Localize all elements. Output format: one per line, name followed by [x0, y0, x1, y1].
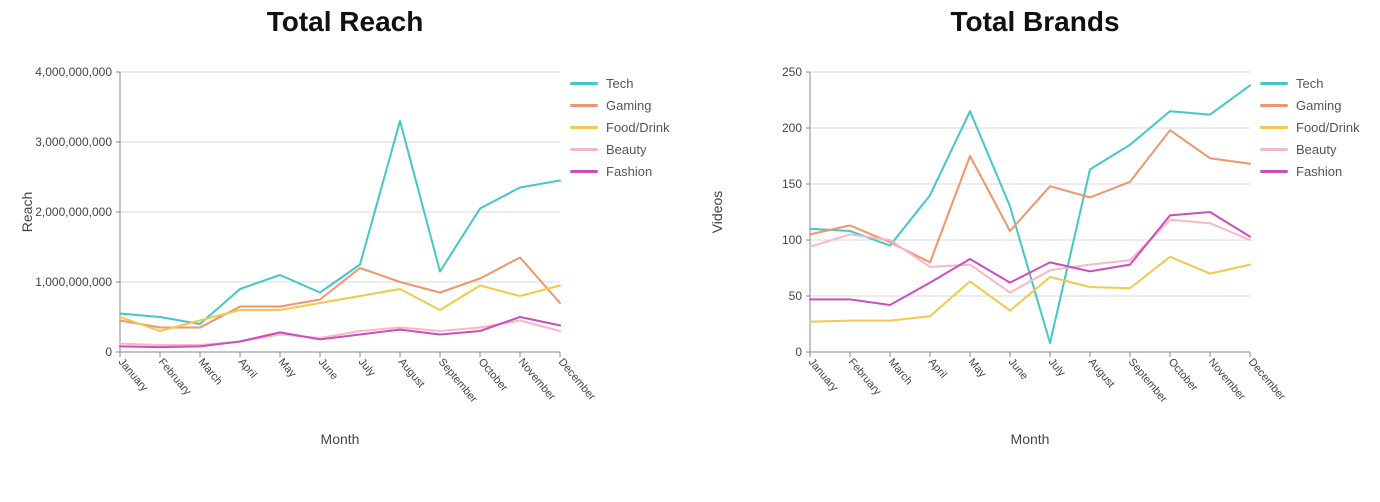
x-tick-label: October [1166, 356, 1201, 394]
legend-label: Fashion [606, 164, 652, 179]
legend-item: Fashion [1260, 160, 1360, 182]
legend-label: Food/Drink [606, 120, 670, 135]
x-tick-label: January [806, 356, 841, 394]
x-tick-label: January [116, 356, 151, 394]
series-line-fashion [810, 212, 1250, 305]
legend-label: Tech [1296, 76, 1323, 91]
legend-label: Fashion [1296, 164, 1342, 179]
legend-item: Gaming [570, 94, 670, 116]
x-tick-label: November [516, 356, 558, 403]
x-tick-label: December [556, 356, 598, 403]
legend-swatch [570, 82, 598, 85]
x-tick-label: August [396, 356, 427, 390]
legend-swatch [1260, 148, 1288, 151]
legend-label: Gaming [1296, 98, 1342, 113]
legend-item: Tech [570, 72, 670, 94]
legend-label: Tech [606, 76, 633, 91]
y-axis-label: Videos [709, 191, 725, 234]
x-tick-label: June [316, 356, 341, 382]
legend-swatch [1260, 104, 1288, 107]
x-tick-label: March [196, 356, 225, 387]
x-tick-label: November [1206, 356, 1248, 403]
legend-label: Food/Drink [1296, 120, 1360, 135]
y-axis-label: Reach [19, 192, 35, 232]
x-tick-label: December [1246, 356, 1288, 403]
x-axis-label: Month [1011, 431, 1050, 447]
legend-item: Fashion [570, 160, 670, 182]
y-tick-label: 200 [782, 121, 802, 135]
legend-swatch [570, 148, 598, 151]
x-tick-label: September [1126, 356, 1170, 405]
y-tick-label: 2,000,000,000 [35, 205, 112, 219]
panel-right: Total Brands 0 50 100 150 200 250 JanuaryFebru… [690, 0, 1380, 502]
legend-item: Food/Drink [570, 116, 670, 138]
legend-swatch [1260, 126, 1288, 129]
legend-left: Tech Gaming Food/Drink Beauty Fashion [570, 72, 670, 182]
legend-label: Gaming [606, 98, 652, 113]
x-axis-label: Month [321, 431, 360, 447]
y-tick-label: 1,000,000,000 [35, 275, 112, 289]
legend-item: Tech [1260, 72, 1360, 94]
x-tick-label: July [356, 356, 378, 379]
legend-item: Beauty [570, 138, 670, 160]
legend-swatch [1260, 82, 1288, 85]
x-tick-label: March [886, 356, 915, 387]
legend-label: Beauty [1296, 142, 1336, 157]
series-line-beauty [810, 220, 1250, 293]
series-line-gaming [810, 130, 1250, 262]
y-tick-label: 150 [782, 177, 802, 191]
legend-label: Beauty [606, 142, 646, 157]
x-tick-label: April [236, 356, 259, 381]
chart-title: Total Reach [10, 6, 680, 38]
series-line-gaming [120, 258, 560, 328]
x-tick-label: October [476, 356, 511, 394]
x-tick-label: July [1046, 356, 1068, 379]
y-tick-label: 100 [782, 233, 802, 247]
y-tick-label: 50 [789, 289, 803, 303]
x-tick-label: February [846, 356, 884, 398]
y-tick-label: 3,000,000,000 [35, 135, 112, 149]
chart-title: Total Brands [700, 6, 1370, 38]
y-tick-label: 0 [105, 345, 112, 359]
chart-area-left: 0 1,000,000,000 2,000,000,000 3,000,000,000… [10, 42, 680, 462]
chart-area-right: 0 50 100 150 200 250 JanuaryFebruaryMarch April… [700, 42, 1370, 462]
x-tick-label: April [926, 356, 949, 381]
legend-item: Food/Drink [1260, 116, 1360, 138]
panel-left: Total Reach 0 1,000,000,000 2,000,000,000 3… [0, 0, 690, 502]
legend-swatch [1260, 170, 1288, 173]
legend-swatch [570, 126, 598, 129]
legend-swatch [570, 170, 598, 173]
x-tick-label: May [276, 356, 299, 380]
x-tick-label: February [156, 356, 194, 398]
x-tick-label: September [436, 356, 480, 405]
series-line-tech [120, 121, 560, 324]
x-tick-label: June [1006, 356, 1031, 382]
y-tick-label: 250 [782, 65, 802, 79]
series-line-food-drink [810, 257, 1250, 322]
legend-item: Beauty [1260, 138, 1360, 160]
legend-swatch [570, 104, 598, 107]
y-tick-label: 0 [795, 345, 802, 359]
legend-item: Gaming [1260, 94, 1360, 116]
x-tick-label: May [966, 356, 989, 380]
charts-container: Total Reach 0 1,000,000,000 2,000,000,000 3… [0, 0, 1380, 502]
y-tick-label: 4,000,000,000 [35, 65, 112, 79]
x-tick-label: August [1086, 356, 1117, 390]
legend-right: Tech Gaming Food/Drink Beauty Fashion [1260, 72, 1360, 182]
